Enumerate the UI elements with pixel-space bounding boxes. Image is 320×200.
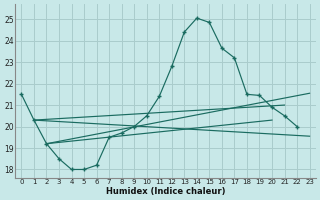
X-axis label: Humidex (Indice chaleur): Humidex (Indice chaleur) (106, 187, 225, 196)
